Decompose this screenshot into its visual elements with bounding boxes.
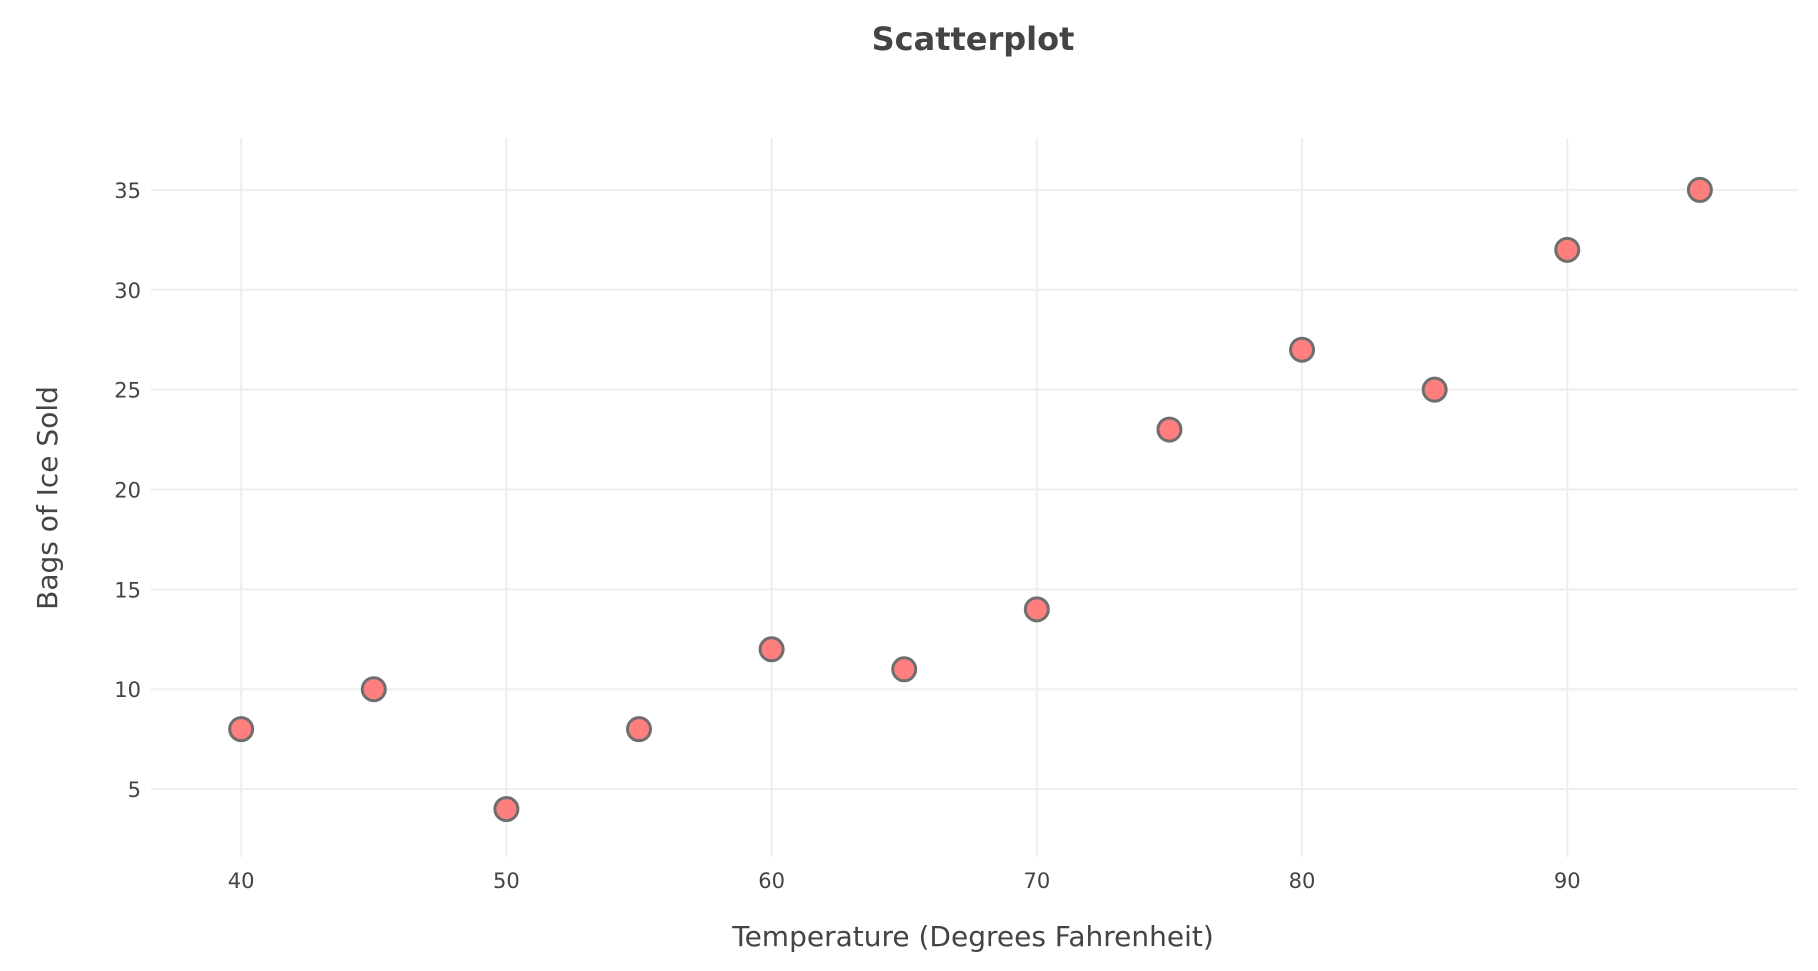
data-point <box>228 716 255 743</box>
x-tick-label: 40 <box>228 869 255 893</box>
y-tick-label: 25 <box>114 379 141 403</box>
y-tick-label: 30 <box>114 279 141 303</box>
y-tick-label: 15 <box>114 578 141 602</box>
x-axis-label: Temperature (Degrees Fahrenheit) <box>731 920 1214 953</box>
data-point <box>1686 176 1713 203</box>
x-tick-label: 50 <box>493 869 520 893</box>
y-tick-label: 20 <box>114 479 141 503</box>
data-point <box>360 676 387 703</box>
data-point <box>1289 336 1316 363</box>
data-point <box>891 656 918 683</box>
data-point <box>1023 596 1050 623</box>
data-point <box>1421 376 1448 403</box>
data-point <box>1554 236 1581 263</box>
data-point <box>758 636 785 663</box>
tick-labels: 40 50 60 70 80 90 5 10 15 20 25 30 35 <box>114 179 1580 893</box>
data-points <box>228 176 1713 823</box>
x-tick-label: 80 <box>1289 869 1316 893</box>
data-point <box>626 716 652 743</box>
y-axis-label: Bags of Ice Sold <box>31 386 64 610</box>
y-tick-label: 35 <box>114 179 141 203</box>
data-point <box>493 796 520 823</box>
grid <box>151 138 1798 857</box>
data-point <box>1156 416 1183 443</box>
x-tick-label: 70 <box>1023 869 1050 893</box>
x-tick-label: 90 <box>1554 869 1581 893</box>
y-tick-label: 5 <box>128 778 141 802</box>
x-tick-label: 60 <box>758 869 785 893</box>
chart-title: Scatterplot <box>872 20 1075 58</box>
y-tick-label: 10 <box>114 678 141 702</box>
